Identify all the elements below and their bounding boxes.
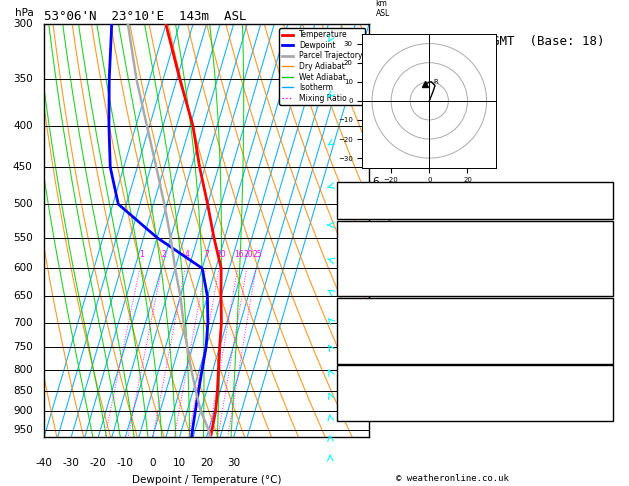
Text: Temp (°C): Temp (°C): [343, 232, 396, 242]
Text: PW (cm): PW (cm): [343, 208, 384, 218]
Text: EH: EH: [343, 377, 355, 387]
Text: Surface: Surface: [454, 221, 496, 231]
Text: 30.05.2024  21GMT  (Base: 18): 30.05.2024 21GMT (Base: 18): [387, 35, 604, 48]
Text: 21.2: 21.2: [584, 232, 607, 242]
Text: 16: 16: [235, 250, 244, 260]
Text: StmDir: StmDir: [343, 399, 378, 410]
Text: 600: 600: [13, 263, 33, 273]
Text: 7: 7: [205, 250, 209, 260]
Text: -10: -10: [117, 458, 134, 468]
Text: 2: 2: [601, 286, 607, 295]
Text: 750: 750: [13, 342, 33, 352]
Text: 53°06'N  23°10'E  143m  ASL: 53°06'N 23°10'E 143m ASL: [44, 10, 247, 23]
Text: 6: 6: [372, 177, 379, 187]
Text: 20: 20: [200, 458, 213, 468]
Text: StmSpd (kt): StmSpd (kt): [343, 411, 408, 421]
Text: 2: 2: [601, 353, 607, 363]
Text: CIN (J): CIN (J): [343, 286, 384, 295]
Text: 33: 33: [595, 183, 607, 193]
Text: -41: -41: [589, 377, 607, 387]
Text: θe(K): θe(K): [343, 253, 372, 263]
Legend: Temperature, Dewpoint, Parcel Trajectory, Dry Adiabat, Wet Adiabat, Isotherm, Mi: Temperature, Dewpoint, Parcel Trajectory…: [279, 28, 365, 105]
Text: 350: 350: [13, 73, 33, 84]
Text: 550: 550: [13, 233, 33, 243]
Text: -3: -3: [595, 388, 607, 399]
Text: -2: -2: [595, 331, 607, 341]
Text: 500: 500: [13, 199, 33, 209]
Text: 0: 0: [149, 458, 155, 468]
Text: K: K: [343, 183, 348, 193]
Text: 30: 30: [227, 458, 240, 468]
Text: 14.6: 14.6: [584, 243, 607, 253]
Text: Dewpoint / Temperature (°C): Dewpoint / Temperature (°C): [131, 474, 281, 485]
Text: Pressure (mb): Pressure (mb): [343, 309, 419, 319]
Text: 20: 20: [243, 250, 253, 260]
Text: 800: 800: [13, 364, 33, 375]
Text: 8: 8: [372, 79, 379, 88]
Text: CAPE (J): CAPE (J): [343, 342, 390, 352]
Text: 51: 51: [595, 195, 607, 206]
Text: 850: 850: [13, 386, 33, 396]
Text: 325: 325: [589, 320, 607, 330]
Text: 950: 950: [13, 425, 33, 435]
Text: 450: 450: [13, 162, 33, 172]
Text: 900: 900: [13, 406, 33, 416]
Text: Totals Totals: Totals Totals: [343, 195, 419, 206]
Text: 2: 2: [372, 363, 379, 372]
Text: km
ASL: km ASL: [376, 0, 390, 18]
Text: Lifted Index: Lifted Index: [343, 331, 413, 341]
Text: Dewp (°C): Dewp (°C): [343, 243, 396, 253]
Text: SREH: SREH: [343, 388, 366, 399]
Text: Lifted Index: Lifted Index: [343, 264, 413, 274]
Text: 5: 5: [372, 226, 379, 236]
Text: 10: 10: [173, 458, 186, 468]
Text: 4: 4: [372, 272, 379, 282]
Text: 934: 934: [589, 342, 607, 352]
Text: 9: 9: [601, 411, 607, 421]
Text: 934: 934: [589, 275, 607, 285]
Text: 1LCL: 1LCL: [372, 400, 398, 410]
Text: θe (K): θe (K): [343, 320, 378, 330]
Text: 3: 3: [372, 317, 379, 328]
X-axis label: kt: kt: [425, 185, 433, 194]
Text: CIN (J): CIN (J): [343, 353, 384, 363]
Text: -20: -20: [90, 458, 107, 468]
Text: -30: -30: [63, 458, 79, 468]
Text: CAPE (J): CAPE (J): [343, 275, 390, 285]
Text: R: R: [433, 79, 438, 85]
Text: Most Unstable: Most Unstable: [437, 298, 513, 309]
Text: 10: 10: [216, 250, 226, 260]
Text: hPa: hPa: [15, 8, 34, 18]
Text: 2.94: 2.94: [584, 208, 607, 218]
Text: 650: 650: [13, 292, 33, 301]
Text: © weatheronline.co.uk: © weatheronline.co.uk: [396, 474, 509, 483]
Text: 325: 325: [589, 253, 607, 263]
Text: 992: 992: [589, 309, 607, 319]
Text: 300: 300: [13, 19, 33, 29]
Text: 136°: 136°: [584, 399, 607, 410]
Text: 25: 25: [253, 250, 262, 260]
Text: -40: -40: [36, 458, 52, 468]
Text: 7: 7: [372, 129, 379, 139]
Text: 1: 1: [139, 250, 144, 260]
Text: 400: 400: [13, 121, 33, 131]
Text: Mixing Ratio (g/kg): Mixing Ratio (g/kg): [386, 191, 394, 271]
Text: 4: 4: [184, 250, 189, 260]
Text: 700: 700: [13, 317, 33, 328]
Text: Hodograph: Hodograph: [448, 366, 501, 376]
Text: -2: -2: [595, 264, 607, 274]
Text: 2: 2: [161, 250, 166, 260]
